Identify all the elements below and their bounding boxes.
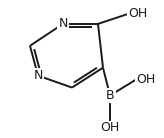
Text: OH: OH xyxy=(128,7,147,20)
Text: OH: OH xyxy=(136,73,155,86)
Text: N: N xyxy=(33,69,43,82)
Text: B: B xyxy=(106,89,114,102)
Text: OH: OH xyxy=(100,121,120,134)
Text: N: N xyxy=(58,17,68,30)
